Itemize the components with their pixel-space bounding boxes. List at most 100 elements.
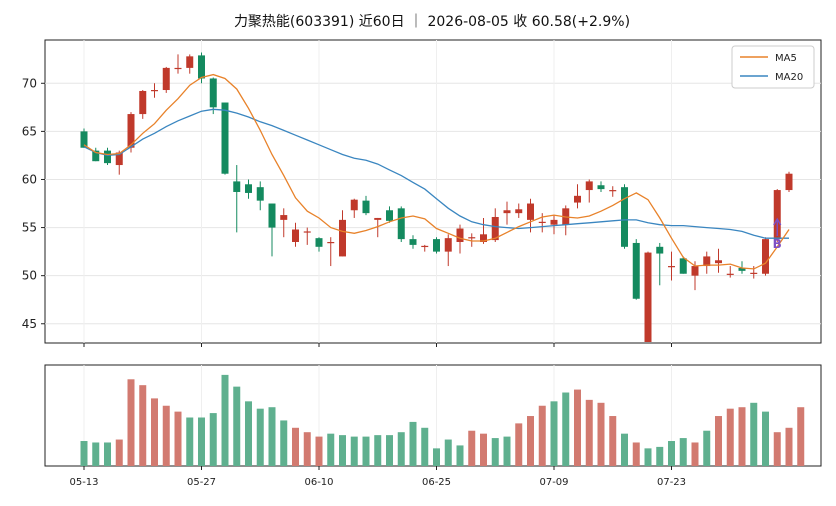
candle xyxy=(209,77,217,115)
candle-body xyxy=(92,150,100,162)
volume-bar xyxy=(162,405,170,466)
candle xyxy=(632,239,640,300)
candle xyxy=(762,237,769,276)
candle-body xyxy=(198,55,205,79)
candle-body xyxy=(632,242,640,299)
candle xyxy=(233,165,241,233)
candle xyxy=(444,234,452,267)
volume-bar xyxy=(233,386,241,466)
volume-bar xyxy=(386,435,393,466)
volume-bar xyxy=(644,448,652,466)
volume-bar xyxy=(350,436,358,466)
date-tick-label: 05-27 xyxy=(187,477,216,488)
candle xyxy=(503,201,511,225)
volume-bar xyxy=(315,436,323,466)
date-tick-label: 07-09 xyxy=(539,477,568,488)
signal-arrow-head xyxy=(773,217,782,226)
candle xyxy=(303,227,311,245)
volume-bar xyxy=(538,405,546,466)
candle xyxy=(574,184,581,209)
candle-body xyxy=(703,256,711,267)
volume-bar xyxy=(785,427,793,466)
candle-body xyxy=(233,181,241,192)
candle xyxy=(491,208,499,242)
volume-bar xyxy=(198,417,205,466)
volume-bar xyxy=(444,439,452,466)
volume-bar xyxy=(374,435,382,466)
candle xyxy=(292,222,299,247)
volume-bar xyxy=(104,442,111,466)
candle xyxy=(585,179,593,203)
candle-body xyxy=(221,102,229,174)
time-gridlines xyxy=(83,40,672,347)
candle xyxy=(256,181,264,211)
candle xyxy=(656,242,664,286)
candle xyxy=(433,237,440,254)
candle-body xyxy=(386,210,393,221)
volume-bar xyxy=(503,436,511,466)
volume-bar xyxy=(80,441,88,466)
volume-bar xyxy=(174,411,182,466)
volume-bar xyxy=(738,407,746,466)
candle-body xyxy=(303,231,311,233)
candle-body xyxy=(444,238,452,252)
candle-body xyxy=(750,272,758,274)
price-tick-label: 55 xyxy=(22,221,37,235)
candle-body xyxy=(644,252,652,342)
candle-body xyxy=(174,67,182,70)
candle xyxy=(562,205,570,236)
candle-body xyxy=(115,152,123,166)
legend: MA5 MA20 xyxy=(731,45,815,89)
candle-body xyxy=(292,229,299,242)
candle-body xyxy=(127,114,135,148)
volume-bar xyxy=(668,441,675,466)
candle xyxy=(726,266,734,278)
volume-bar xyxy=(726,408,734,466)
buy-signal-marker: B xyxy=(773,217,782,251)
legend-ma5-label: MA5 xyxy=(775,53,797,64)
candle xyxy=(550,215,558,235)
candle-body xyxy=(186,56,194,68)
candle-body xyxy=(738,267,746,271)
candle-body xyxy=(468,237,476,239)
candle-body xyxy=(421,245,429,248)
candle xyxy=(339,210,346,257)
volume-bar xyxy=(609,416,617,466)
candle xyxy=(750,266,758,279)
ma5-line xyxy=(83,73,790,270)
volume-bar xyxy=(433,448,440,466)
candle-body xyxy=(151,90,158,92)
volume-bar xyxy=(456,445,464,466)
volume-bar xyxy=(245,401,252,466)
candle xyxy=(268,203,276,257)
volume-bar xyxy=(632,442,640,466)
candle xyxy=(480,217,487,244)
volume-bar xyxy=(127,379,135,466)
candle xyxy=(609,186,617,197)
candle xyxy=(715,248,722,273)
price-tick-label: 45 xyxy=(22,317,37,331)
volume-bar xyxy=(656,446,664,466)
volume-bar xyxy=(515,423,523,466)
candle xyxy=(151,83,158,98)
volume-bar xyxy=(797,407,805,466)
price-tick-label: 65 xyxy=(22,124,37,138)
volume-bar xyxy=(292,427,299,466)
volume-bar xyxy=(480,433,487,466)
price-tick-label: 70 xyxy=(22,76,37,90)
volume-bar xyxy=(773,432,781,466)
candle-body xyxy=(162,67,170,91)
candle-body xyxy=(139,90,147,115)
volume-bar xyxy=(750,402,758,466)
volume-bar xyxy=(574,389,581,466)
candle xyxy=(127,112,135,153)
price-tick-label: 60 xyxy=(22,172,37,186)
volume-bars xyxy=(80,374,805,466)
candle xyxy=(785,171,793,192)
candle xyxy=(186,54,194,74)
volume-bar xyxy=(691,442,699,466)
candle-body xyxy=(256,187,264,201)
volume-bar xyxy=(421,427,429,466)
volume-bar xyxy=(280,420,288,466)
ma20-line xyxy=(83,108,789,239)
